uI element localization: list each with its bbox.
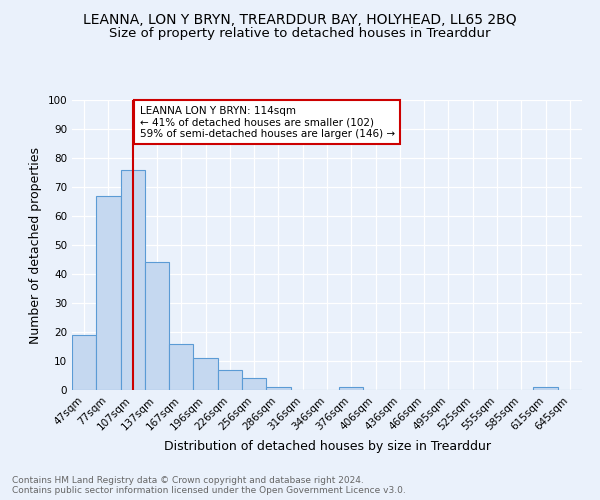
Bar bbox=[339, 387, 364, 390]
Text: LEANNA LON Y BRYN: 114sqm
← 41% of detached houses are smaller (102)
59% of semi: LEANNA LON Y BRYN: 114sqm ← 41% of detac… bbox=[140, 106, 395, 139]
Text: Contains HM Land Registry data © Crown copyright and database right 2024.
Contai: Contains HM Land Registry data © Crown c… bbox=[12, 476, 406, 495]
Bar bbox=[121, 170, 145, 390]
Bar bbox=[96, 196, 121, 390]
Bar bbox=[266, 387, 290, 390]
Y-axis label: Number of detached properties: Number of detached properties bbox=[29, 146, 42, 344]
Bar bbox=[193, 358, 218, 390]
Bar bbox=[242, 378, 266, 390]
Text: LEANNA, LON Y BRYN, TREARDDUR BAY, HOLYHEAD, LL65 2BQ: LEANNA, LON Y BRYN, TREARDDUR BAY, HOLYH… bbox=[83, 12, 517, 26]
Bar bbox=[145, 262, 169, 390]
Bar bbox=[72, 335, 96, 390]
Text: Size of property relative to detached houses in Trearddur: Size of property relative to detached ho… bbox=[109, 28, 491, 40]
X-axis label: Distribution of detached houses by size in Trearddur: Distribution of detached houses by size … bbox=[163, 440, 491, 453]
Bar bbox=[533, 387, 558, 390]
Bar bbox=[218, 370, 242, 390]
Bar bbox=[169, 344, 193, 390]
